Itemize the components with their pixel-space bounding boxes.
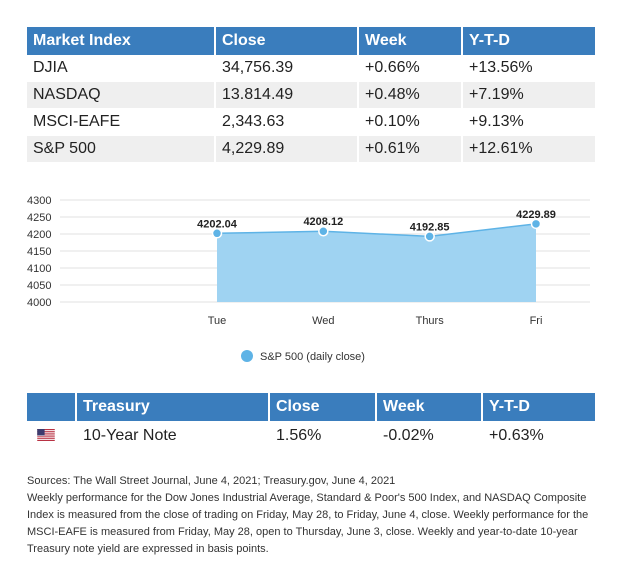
x-tick-label: Thurs bbox=[416, 315, 445, 327]
y-tick-label: 4300 bbox=[27, 195, 51, 207]
data-labels: 4202.04 4208.12 4192.85 4229.89 bbox=[197, 209, 556, 234]
table-row: NASDAQ 13.814.49 +0.48% +7.19% bbox=[27, 82, 595, 109]
header-close: Close bbox=[216, 27, 359, 55]
index-name: NASDAQ bbox=[27, 82, 216, 109]
header-market-index: Market Index bbox=[27, 27, 216, 55]
treasury-table-header-row: Treasury Close Week Y-T-D bbox=[27, 393, 595, 421]
header-week: Week bbox=[377, 393, 483, 421]
index-close: 2,343.63 bbox=[216, 109, 359, 136]
data-markers bbox=[211, 218, 542, 242]
treasury-close: 1.56% bbox=[270, 421, 377, 451]
table-row: MSCI-EAFE 2,343.63 +0.10% +9.13% bbox=[27, 109, 595, 136]
methodology-note: Weekly performance for the Dow Jones Ind… bbox=[27, 492, 589, 555]
index-name: MSCI-EAFE bbox=[27, 109, 216, 136]
treasury-name: 10-Year Note bbox=[77, 421, 270, 451]
y-tick-label: 4050 bbox=[27, 280, 51, 292]
y-tick-label: 4200 bbox=[27, 229, 51, 241]
index-ytd: +7.19% bbox=[463, 82, 595, 109]
legend-label: S&P 500 (daily close) bbox=[260, 351, 365, 363]
index-name: DJIA bbox=[27, 55, 216, 82]
index-close: 4,229.89 bbox=[216, 136, 359, 163]
sources-line: Sources: The Wall Street Journal, June 4… bbox=[27, 475, 396, 487]
x-tick-label: Wed bbox=[312, 315, 334, 327]
y-tick-label: 4100 bbox=[27, 263, 51, 275]
data-label: 4229.89 bbox=[516, 209, 556, 221]
data-label: 4192.85 bbox=[410, 221, 450, 233]
sources-note: Sources: The Wall Street Journal, June 4… bbox=[27, 473, 602, 558]
us-flag-icon bbox=[37, 429, 55, 442]
index-name: S&P 500 bbox=[27, 136, 216, 163]
x-axis-ticks: Tue Wed Thurs Fri bbox=[208, 315, 543, 327]
x-tick-label: Fri bbox=[530, 315, 543, 327]
index-week: +0.10% bbox=[359, 109, 463, 136]
treasury-week: -0.02% bbox=[377, 421, 483, 451]
y-tick-label: 4250 bbox=[27, 212, 51, 224]
index-ytd: +13.56% bbox=[463, 55, 595, 82]
legend-marker bbox=[241, 350, 253, 362]
header-week: Week bbox=[359, 27, 463, 55]
index-week: +0.48% bbox=[359, 82, 463, 109]
treasury-ytd: +0.63% bbox=[483, 421, 595, 451]
y-axis-ticks: 4300 4250 4200 4150 4100 4050 4000 bbox=[27, 195, 51, 309]
data-point bbox=[530, 218, 542, 230]
data-point bbox=[318, 225, 329, 237]
header-close: Close bbox=[270, 393, 377, 421]
sp500-area bbox=[217, 223, 536, 302]
chart-legend: S&P 500 (daily close) bbox=[241, 350, 365, 363]
header-ytd: Y-T-D bbox=[463, 27, 595, 55]
treasury-table: Treasury Close Week Y-T-D 10- bbox=[27, 393, 595, 451]
market-table-header-row: Market Index Close Week Y-T-D bbox=[27, 27, 595, 55]
header-ytd: Y-T-D bbox=[483, 393, 595, 421]
header-treasury: Treasury bbox=[77, 393, 270, 421]
y-tick-label: 4000 bbox=[27, 297, 51, 309]
data-point bbox=[424, 231, 435, 242]
index-week: +0.61% bbox=[359, 136, 463, 163]
data-label: 4208.12 bbox=[303, 216, 343, 228]
index-ytd: +9.13% bbox=[463, 109, 595, 136]
table-row: 10-Year Note 1.56% -0.02% +0.63% bbox=[27, 421, 595, 451]
x-tick-label: Tue bbox=[208, 315, 227, 327]
y-tick-label: 4150 bbox=[27, 246, 51, 258]
header-blank bbox=[27, 393, 77, 421]
data-point bbox=[211, 228, 223, 239]
flag-cell bbox=[27, 421, 77, 451]
table-row: DJIA 34,756.39 +0.66% +13.56% bbox=[27, 55, 595, 82]
table-row: S&P 500 4,229.89 +0.61% +12.61% bbox=[27, 136, 595, 163]
index-close: 34,756.39 bbox=[216, 55, 359, 82]
index-week: +0.66% bbox=[359, 55, 463, 82]
index-ytd: +12.61% bbox=[463, 136, 595, 163]
sp500-area-chart: 4300 4250 4200 4150 4100 4050 4000 4202.04 4208… bbox=[27, 195, 590, 363]
index-close: 13.814.49 bbox=[216, 82, 359, 109]
data-label: 4202.04 bbox=[197, 218, 238, 230]
market-index-table: Market Index Close Week Y-T-D DJIA 34,75… bbox=[27, 27, 595, 163]
sp500-line bbox=[216, 223, 537, 238]
